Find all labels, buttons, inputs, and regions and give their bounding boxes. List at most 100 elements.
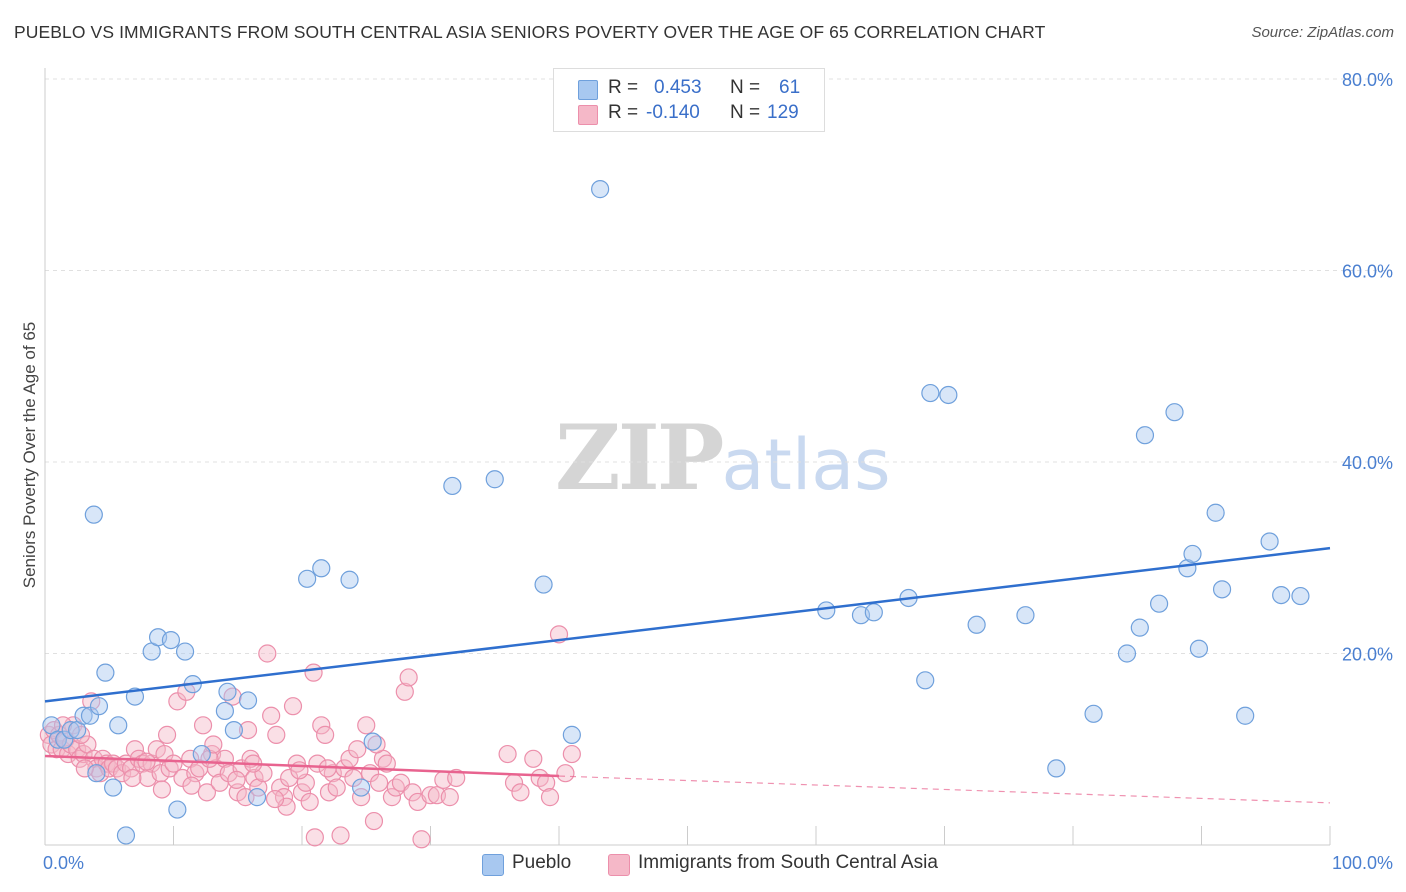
pueblo-point xyxy=(161,630,181,650)
pueblo-trend-line xyxy=(44,546,1331,703)
pueblo-point xyxy=(109,716,128,735)
immigrants-point xyxy=(421,786,440,805)
n-label: N = xyxy=(730,77,761,98)
pueblo-point xyxy=(1183,544,1202,564)
immigrants-point xyxy=(157,725,177,744)
pueblo-point xyxy=(48,730,67,749)
pueblo-point xyxy=(87,764,106,783)
y-tick-label: 60.0% xyxy=(1342,262,1393,282)
watermark: ZIPatlas xyxy=(555,405,891,511)
pueblo-point xyxy=(1236,706,1255,725)
pueblo-point xyxy=(116,826,136,845)
pueblo-point xyxy=(192,744,211,764)
immigrants-point xyxy=(412,830,431,849)
pueblo-point xyxy=(74,706,93,725)
r-value: 0.453 xyxy=(654,77,702,98)
pueblo-point xyxy=(312,559,331,578)
immigrants-point xyxy=(182,776,201,795)
pueblo-point xyxy=(238,691,258,710)
pueblo-point xyxy=(1130,618,1149,637)
legend-label-pueblo: Pueblo xyxy=(512,852,572,873)
pueblo-point xyxy=(352,778,371,797)
immigrants-point xyxy=(352,788,371,807)
immigrants-point xyxy=(364,811,384,831)
immigrants-point xyxy=(193,716,213,735)
pueblo-point xyxy=(1212,580,1232,599)
immigrants-point xyxy=(265,789,285,809)
immigrants-point xyxy=(399,668,418,687)
immigrants-point xyxy=(327,778,346,797)
r-value: -0.140 xyxy=(646,102,700,123)
pueblo-point xyxy=(534,575,553,594)
immigrants-trend-line xyxy=(44,754,560,778)
immigrants-point xyxy=(382,788,402,807)
axes xyxy=(44,68,1331,846)
pueblo-point xyxy=(96,663,115,682)
watermark-atlas: atlas xyxy=(721,424,891,506)
immigrants-point xyxy=(357,716,376,735)
pueblo-point xyxy=(1084,704,1103,723)
immigrants-point xyxy=(123,768,142,788)
immigrants-trend-extension xyxy=(558,775,1331,804)
immigrants-point xyxy=(562,744,581,764)
pueblo-point xyxy=(1135,426,1155,445)
immigrants-point xyxy=(197,783,217,802)
pueblo-point xyxy=(1291,586,1310,606)
immigrants-point xyxy=(403,783,422,802)
n-label: N = xyxy=(730,102,761,123)
pueblo-point xyxy=(104,778,123,797)
pueblo-point xyxy=(864,603,883,622)
correlation-stats: R = 0.453 N = 61 R = -0.140 N = 129 xyxy=(553,68,825,132)
pueblo-point xyxy=(363,732,382,751)
r-label: R = xyxy=(608,77,639,98)
immigrants-point xyxy=(344,768,363,788)
tick-labels: 20.0% 40.0% 60.0% 80.0% 0.0% 100.0% xyxy=(43,70,1393,873)
pueblo-point xyxy=(967,615,986,634)
pueblo-point xyxy=(1165,403,1184,422)
y-tick-label: 80.0% xyxy=(1342,70,1393,90)
immigrants-swatch xyxy=(578,105,598,125)
source-label: Source: ZipAtlas.com xyxy=(1251,24,1394,41)
immigrants-point xyxy=(137,752,156,771)
pueblo-point xyxy=(485,470,504,489)
pueblo-point xyxy=(215,701,234,721)
pueblo-point xyxy=(1117,644,1137,663)
pueblo-point xyxy=(89,697,109,716)
immigrants-point xyxy=(258,644,277,663)
data-points xyxy=(39,180,1310,849)
pueblo-point xyxy=(1272,585,1291,605)
pueblo-point xyxy=(247,788,267,807)
y-axis-label: Seniors Poverty Over the Age of 65 xyxy=(20,321,39,589)
immigrants-point xyxy=(331,826,350,845)
immigrants-point xyxy=(312,716,331,735)
immigrants-point xyxy=(316,725,335,744)
pueblo-point xyxy=(84,505,103,524)
immigrants-point xyxy=(300,792,319,812)
immigrants-point xyxy=(540,788,560,807)
immigrants-point xyxy=(245,768,264,788)
y-tick-label: 20.0% xyxy=(1342,645,1393,665)
legend-label-immigrants: Immigrants from South Central Asia xyxy=(638,852,938,873)
pueblo-swatch xyxy=(578,80,598,100)
immigrants-point xyxy=(283,697,303,716)
immigrants-point xyxy=(238,720,258,740)
pueblo-point xyxy=(591,180,610,199)
immigrants-point xyxy=(249,778,268,797)
immigrants-point xyxy=(556,764,575,783)
r-label: R = xyxy=(608,102,639,123)
immigrants-point xyxy=(537,773,556,792)
immigrants-point xyxy=(112,764,132,783)
y-tick-label: 40.0% xyxy=(1342,453,1393,473)
immigrants-point xyxy=(395,682,414,701)
pueblo-point xyxy=(1149,594,1169,613)
legend-swatch-immigrants xyxy=(608,854,630,876)
pueblo-point xyxy=(1260,532,1279,551)
immigrants-point xyxy=(305,828,324,847)
immigrants-point xyxy=(370,773,389,792)
watermark-zip: ZIP xyxy=(555,405,724,511)
immigrants-point xyxy=(267,725,286,744)
immigrants-point xyxy=(125,740,145,759)
immigrants-point xyxy=(440,788,459,807)
pueblo-point xyxy=(55,730,74,749)
pueblo-point xyxy=(168,800,187,819)
